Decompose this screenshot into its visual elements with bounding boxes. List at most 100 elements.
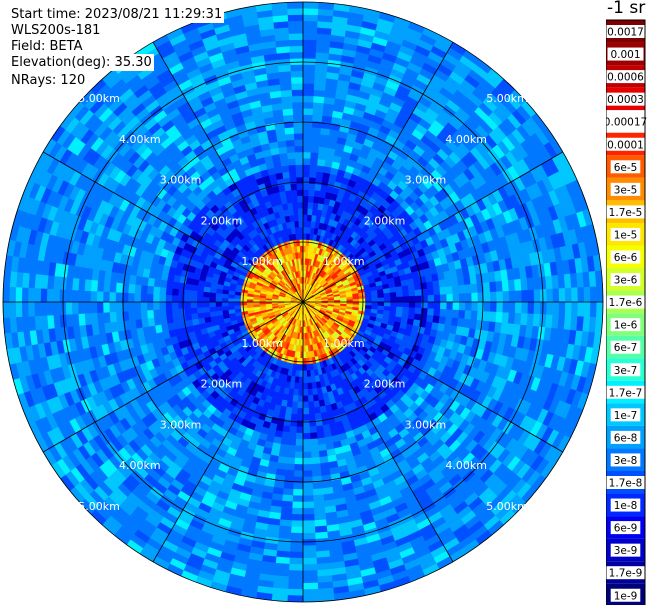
range-gate-cell (302, 370, 308, 378)
range-gate-cell (297, 401, 304, 409)
range-gate-cell (308, 189, 316, 197)
range-gate-cell (221, 301, 229, 307)
range-gate-cell (215, 310, 224, 316)
range-gate-cell (302, 108, 314, 116)
range-gate-cell (279, 513, 293, 521)
range-gate-cell (302, 201, 309, 209)
range-gate-cell (302, 220, 308, 228)
range-gate-cell (465, 301, 473, 312)
range-gate-cell (308, 183, 316, 191)
range-gate-cell (202, 301, 210, 308)
range-gate-cell (302, 8, 319, 16)
range-gate-cell (296, 407, 304, 415)
range-gate-cell (408, 295, 416, 303)
range-gate-cell (290, 413, 298, 421)
range-gate-cell (539, 301, 548, 316)
range-gate-cell (520, 313, 528, 326)
range-gate-cell (483, 311, 491, 322)
range-gate-cell (197, 312, 205, 319)
range-gate-cell (184, 313, 193, 321)
range-gate-cell (383, 297, 391, 303)
range-gate-cell (290, 407, 298, 415)
range-gate-cell (234, 301, 241, 306)
range-gate-cell (166, 280, 174, 289)
range-gate-cell (84, 290, 92, 303)
range-gate-cell (307, 401, 315, 409)
range-gate-cell (445, 309, 454, 318)
range-gate-cell (280, 506, 293, 515)
range-gate-cell (464, 310, 472, 320)
range-gate-cell (307, 214, 313, 222)
range-gate-cell (309, 170, 317, 178)
range-gate-cell (302, 126, 313, 134)
range-gate-cell (302, 233, 307, 240)
range-gate-cell (526, 277, 535, 291)
range-gate-cell (15, 301, 23, 318)
range-gate-cell (310, 145, 320, 154)
range-gate-cell (514, 301, 523, 314)
range-gate-cell (278, 525, 292, 534)
range-gate-cell (302, 495, 314, 503)
range-gate-cell (287, 438, 297, 446)
range-gate-cell (153, 316, 162, 326)
range-gate-cell (312, 114, 323, 122)
range-gate-cell (446, 301, 454, 311)
range-gate-cell (184, 301, 191, 309)
range-gate-cell (127, 310, 136, 321)
range-gate-cell (514, 312, 522, 326)
range-gate-cell (289, 551, 304, 559)
range-gate-cell (240, 301, 247, 306)
range-gate-cell (501, 280, 510, 292)
range-gate-cell (292, 394, 299, 403)
range-gate-cell (302, 439, 311, 447)
range-gate-cell (526, 313, 535, 327)
range-gate-cell (109, 311, 117, 323)
range-gate-cell (302, 39, 317, 47)
range-gate-cell (302, 414, 310, 422)
range-gate-cell (312, 102, 325, 110)
range-gate-cell (408, 307, 416, 315)
range-gate-cell (427, 308, 435, 316)
range-gate-cell (302, 51, 317, 59)
range-gate-cell (293, 464, 304, 472)
range-gate-cell (297, 389, 304, 397)
range-gate-cell (184, 289, 192, 297)
range-gate-cell (489, 291, 498, 303)
range-gate-cell (311, 126, 322, 135)
range-gate-cell (46, 301, 54, 316)
range-gate-cell (501, 312, 510, 324)
range-gate-cell (140, 309, 148, 320)
range-gate-cell (313, 95, 325, 104)
range-gate-cell (65, 276, 74, 291)
range-gate-cell (196, 290, 204, 298)
range-gate-cell (308, 413, 316, 421)
range-gate-cell (302, 58, 317, 66)
range-gate-cell (152, 301, 160, 311)
range-gate-cell (96, 301, 104, 314)
range-gate-cell (71, 277, 80, 291)
range-gate-cell (471, 292, 479, 303)
range-gate-cell (302, 588, 319, 597)
range-gate-cell (483, 282, 491, 293)
range-gate-cell (288, 563, 304, 572)
range-gate-cell (302, 545, 317, 553)
range-gate-cell (71, 289, 79, 303)
range-gate-cell (302, 83, 315, 91)
range-gate-cell (502, 301, 510, 314)
range-gate-cell (209, 301, 216, 308)
range-gate-cell (358, 295, 366, 300)
range-gate-cell (307, 195, 315, 203)
range-gate-cell (190, 295, 198, 303)
range-gate-cell (84, 312, 92, 326)
range-gate-cell (315, 425, 324, 433)
range-gate-cell (302, 351, 307, 359)
range-gate-cell (407, 284, 416, 292)
range-gate-cell (313, 500, 325, 509)
range-gate-cell (159, 316, 168, 325)
range-gate-cell (140, 301, 148, 311)
range-gate-cell (302, 513, 315, 522)
range-gate-cell (371, 301, 379, 307)
range-gate-cell (583, 301, 591, 318)
range-gate-cell (452, 301, 460, 311)
range-gate-cell (445, 286, 454, 295)
